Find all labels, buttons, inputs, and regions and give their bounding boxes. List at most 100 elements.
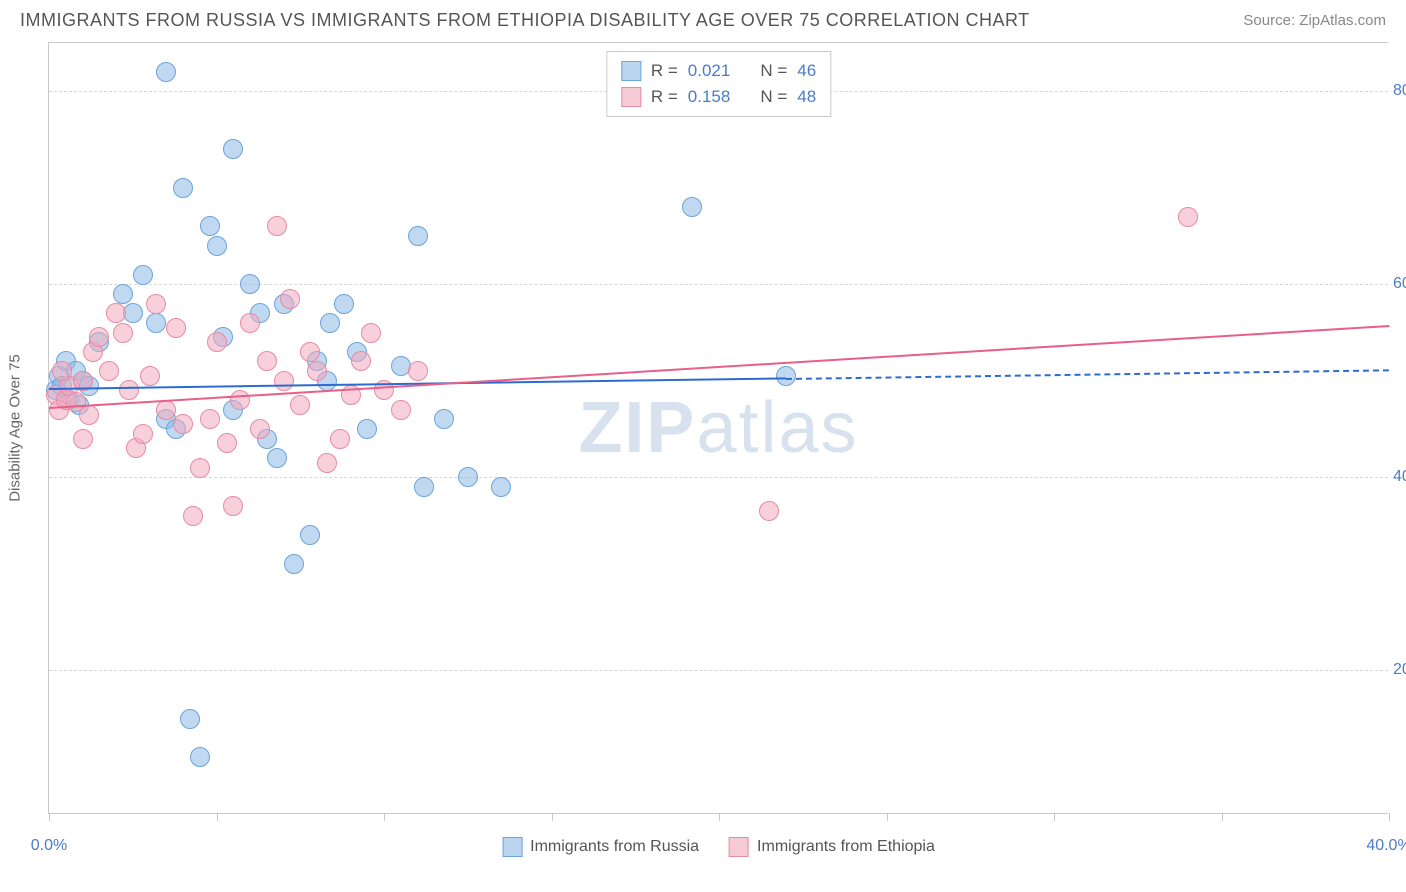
scatter-point-ethiopia bbox=[119, 380, 139, 400]
n-label: N = bbox=[760, 84, 787, 110]
scatter-point-ethiopia bbox=[217, 433, 237, 453]
scatter-point-russia bbox=[200, 216, 220, 236]
y-tick-label: 80.0% bbox=[1393, 82, 1406, 100]
legend-item: Immigrants from Ethiopia bbox=[729, 837, 935, 857]
y-tick-label: 60.0% bbox=[1393, 275, 1406, 293]
scatter-point-ethiopia bbox=[183, 506, 203, 526]
scatter-point-ethiopia bbox=[267, 216, 287, 236]
scatter-point-ethiopia bbox=[79, 405, 99, 425]
n-value: 48 bbox=[797, 84, 816, 110]
trend-line bbox=[49, 325, 1389, 409]
scatter-point-russia bbox=[146, 313, 166, 333]
scatter-point-ethiopia bbox=[223, 496, 243, 516]
scatter-point-russia bbox=[133, 265, 153, 285]
scatter-point-ethiopia bbox=[1178, 207, 1198, 227]
scatter-point-russia bbox=[414, 477, 434, 497]
scatter-point-russia bbox=[156, 62, 176, 82]
scatter-point-russia bbox=[223, 139, 243, 159]
scatter-point-ethiopia bbox=[89, 327, 109, 347]
x-tick bbox=[887, 813, 888, 821]
scatter-point-ethiopia bbox=[146, 294, 166, 314]
scatter-point-russia bbox=[491, 477, 511, 497]
r-label: R = bbox=[651, 84, 678, 110]
scatter-point-ethiopia bbox=[317, 453, 337, 473]
x-tick bbox=[719, 813, 720, 821]
scatter-point-ethiopia bbox=[73, 429, 93, 449]
chart-plot-area: Disability Age Over 75 ZIPatlas 20.0%40.… bbox=[48, 42, 1388, 814]
scatter-point-ethiopia bbox=[230, 390, 250, 410]
legend-swatch bbox=[621, 61, 641, 81]
n-value: 46 bbox=[797, 58, 816, 84]
y-tick-label: 20.0% bbox=[1393, 661, 1406, 679]
scatter-point-russia bbox=[267, 448, 287, 468]
y-axis-title: Disability Age Over 75 bbox=[7, 354, 24, 502]
x-tick-label: 0.0% bbox=[31, 837, 67, 855]
scatter-point-ethiopia bbox=[140, 366, 160, 386]
scatter-point-ethiopia bbox=[250, 419, 270, 439]
scatter-point-russia bbox=[458, 467, 478, 487]
scatter-point-ethiopia bbox=[759, 501, 779, 521]
scatter-point-ethiopia bbox=[106, 303, 126, 323]
legend-item: Immigrants from Russia bbox=[502, 837, 699, 857]
scatter-point-russia bbox=[240, 274, 260, 294]
scatter-point-ethiopia bbox=[330, 429, 350, 449]
scatter-point-russia bbox=[173, 178, 193, 198]
r-value: 0.021 bbox=[688, 58, 731, 84]
scatter-point-ethiopia bbox=[133, 424, 153, 444]
scatter-point-ethiopia bbox=[257, 351, 277, 371]
scatter-point-ethiopia bbox=[307, 361, 327, 381]
scatter-point-ethiopia bbox=[113, 323, 133, 343]
scatter-point-russia bbox=[682, 197, 702, 217]
x-tick-label: 40.0% bbox=[1366, 837, 1406, 855]
source-prefix: Source: bbox=[1243, 12, 1299, 29]
gridline-h bbox=[49, 477, 1388, 478]
scatter-point-russia bbox=[434, 409, 454, 429]
scatter-point-ethiopia bbox=[280, 289, 300, 309]
x-tick bbox=[217, 813, 218, 821]
trend-line bbox=[786, 369, 1389, 380]
scatter-point-russia bbox=[300, 525, 320, 545]
scatter-point-russia bbox=[776, 366, 796, 386]
legend-label: Immigrants from Ethiopia bbox=[757, 838, 935, 856]
chart-header: IMMIGRANTS FROM RUSSIA VS IMMIGRANTS FRO… bbox=[0, 0, 1406, 37]
scatter-point-ethiopia bbox=[200, 409, 220, 429]
chart-title: IMMIGRANTS FROM RUSSIA VS IMMIGRANTS FRO… bbox=[20, 10, 1030, 31]
scatter-point-russia bbox=[334, 294, 354, 314]
x-tick bbox=[49, 813, 50, 821]
scatter-point-ethiopia bbox=[361, 323, 381, 343]
legend-swatch bbox=[621, 87, 641, 107]
scatter-point-russia bbox=[113, 284, 133, 304]
gridline-h bbox=[49, 670, 1388, 671]
scatter-point-ethiopia bbox=[99, 361, 119, 381]
scatter-point-ethiopia bbox=[207, 332, 227, 352]
scatter-point-ethiopia bbox=[52, 361, 72, 381]
legend-label: Immigrants from Russia bbox=[530, 838, 699, 856]
r-label: R = bbox=[651, 58, 678, 84]
scatter-point-russia bbox=[207, 236, 227, 256]
scatter-point-ethiopia bbox=[408, 361, 428, 381]
scatter-point-russia bbox=[180, 709, 200, 729]
x-tick bbox=[552, 813, 553, 821]
scatter-point-russia bbox=[408, 226, 428, 246]
x-tick bbox=[1222, 813, 1223, 821]
scatter-point-ethiopia bbox=[391, 400, 411, 420]
n-label: N = bbox=[760, 58, 787, 84]
plot-layer: 20.0%40.0%60.0%80.0%0.0%40.0% bbox=[49, 43, 1388, 813]
source-name: ZipAtlas.com bbox=[1299, 12, 1386, 29]
x-tick bbox=[384, 813, 385, 821]
legend-correlation-box: R = 0.021 N = 46 R = 0.158 N = 48 bbox=[606, 51, 831, 117]
scatter-point-ethiopia bbox=[300, 342, 320, 362]
scatter-point-ethiopia bbox=[156, 400, 176, 420]
scatter-point-ethiopia bbox=[351, 351, 371, 371]
legend-correlation-row: R = 0.158 N = 48 bbox=[621, 84, 816, 110]
scatter-point-russia bbox=[284, 554, 304, 574]
chart-source: Source: ZipAtlas.com bbox=[1243, 12, 1386, 29]
legend-swatch bbox=[729, 837, 749, 857]
legend-correlation-row: R = 0.021 N = 46 bbox=[621, 58, 816, 84]
y-tick-label: 40.0% bbox=[1393, 468, 1406, 486]
scatter-point-ethiopia bbox=[173, 414, 193, 434]
scatter-point-ethiopia bbox=[274, 371, 294, 391]
scatter-point-ethiopia bbox=[166, 318, 186, 338]
r-value: 0.158 bbox=[688, 84, 731, 110]
legend-series: Immigrants from Russia Immigrants from Et… bbox=[502, 837, 935, 857]
